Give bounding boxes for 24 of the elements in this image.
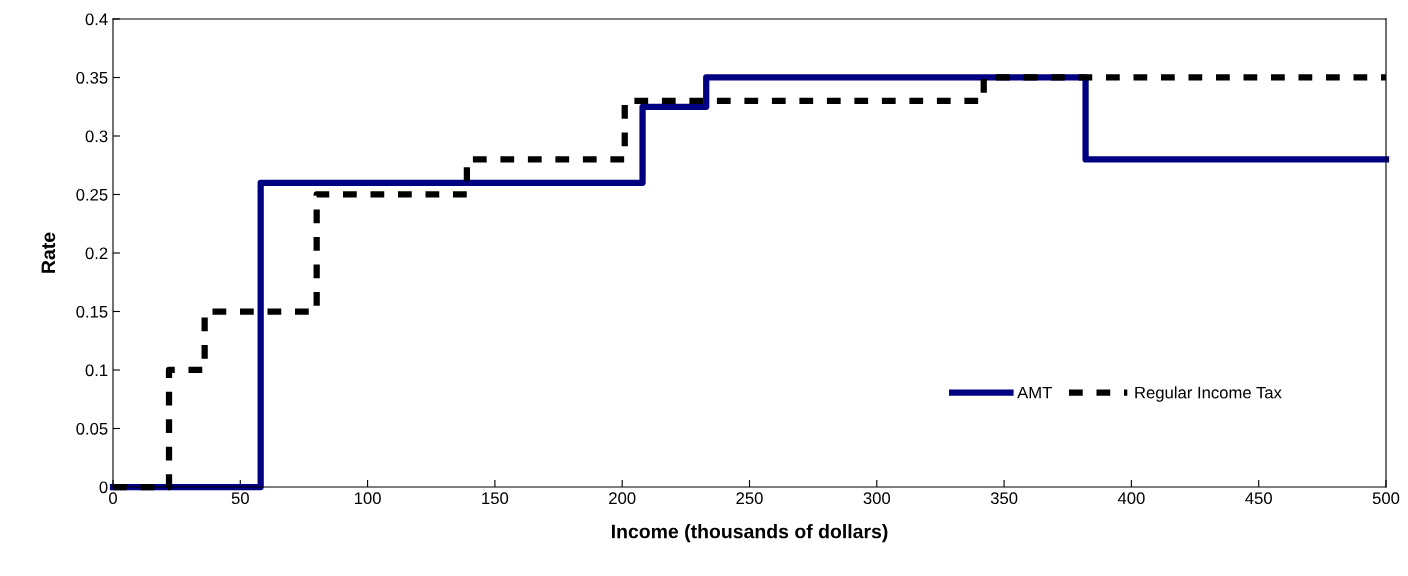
legend-label: AMT: [1017, 386, 1052, 399]
x-tick-label: 500: [1372, 492, 1400, 505]
x-tick-label: 0: [109, 492, 117, 505]
x-tick-label: 350: [990, 492, 1018, 505]
y-tick-label: 0.15: [76, 305, 108, 318]
y-tick-label: 0.4: [85, 13, 108, 26]
y-tick-label: 0.25: [76, 188, 108, 201]
x-tick-label: 450: [1245, 492, 1272, 505]
y-axis-title: Rate: [41, 232, 56, 273]
y-tick-label: 0.05: [76, 422, 108, 435]
x-tick-label: 150: [482, 492, 509, 505]
x-tick-label: 200: [609, 492, 636, 505]
y-tick-label: 0.35: [76, 71, 108, 84]
x-tick-label: 300: [863, 492, 891, 505]
legend-label: Regular Income Tax: [1135, 386, 1282, 402]
x-tick-label: 250: [736, 492, 763, 505]
x-tick-label: 100: [354, 492, 381, 505]
y-tick-label: 0.2: [85, 247, 108, 260]
y-tick-label: 0.3: [85, 130, 108, 143]
x-tick-label: 400: [1117, 492, 1145, 505]
x-axis-title: Income (thousands of dollars): [611, 524, 888, 543]
y-tick-label: 0.1: [85, 364, 108, 377]
x-tick-label: 50: [231, 492, 249, 505]
y-tick-label: 0: [99, 481, 108, 494]
